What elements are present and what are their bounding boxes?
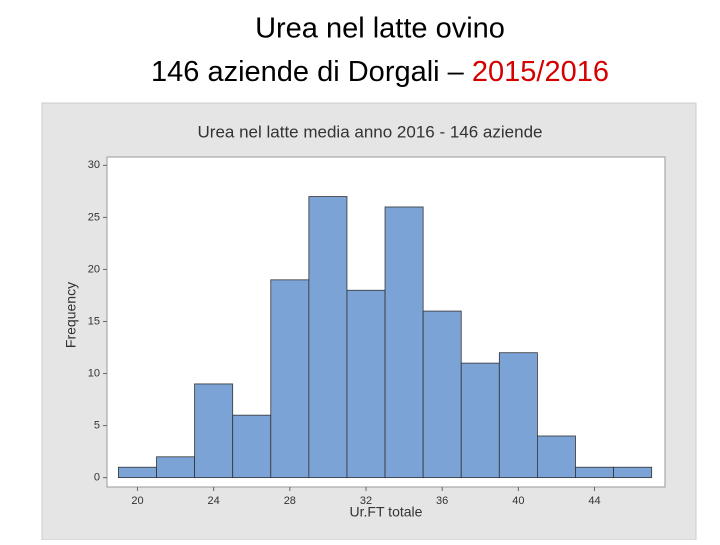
subtitle-highlight: 2015/2016 <box>472 56 609 88</box>
x-tick-label: 36 <box>436 495 448 507</box>
x-tick-label: 44 <box>588 495 600 507</box>
bar <box>270 279 310 479</box>
chart-title: Urea nel latte media anno 2016 - 146 azi… <box>198 122 543 141</box>
y-tick-label: 15 <box>88 315 100 327</box>
bar <box>575 466 614 479</box>
slide-subtitle: 146 aziende di Dorgali – 2015/2016 <box>151 56 609 88</box>
bar <box>232 414 272 479</box>
slide-title: Urea nel latte ovino <box>255 13 505 45</box>
y-tick-label: 5 <box>94 419 100 431</box>
bar <box>384 206 424 479</box>
plot: 0 5 10 15 20 25 30 20 24 28 32 36 40 44 <box>88 159 653 507</box>
bar <box>613 466 653 479</box>
x-axis-label: Ur.FT totale <box>350 504 423 520</box>
x-tick-label: 20 <box>131 495 143 507</box>
y-tick-label: 25 <box>88 211 100 223</box>
x-tick-label: 40 <box>512 495 524 507</box>
x-tick-label: 28 <box>284 495 296 507</box>
bar <box>194 383 234 479</box>
y-tick-label: 30 <box>88 159 100 171</box>
y-tick-label: 0 <box>94 472 100 484</box>
bar <box>346 289 386 479</box>
y-axis-label: Frequency <box>63 282 79 348</box>
bar <box>156 456 196 479</box>
subtitle-text: 146 aziende di Dorgali – <box>151 56 465 88</box>
bar <box>498 352 538 479</box>
y-tick-label: 10 <box>88 367 100 379</box>
bar <box>308 196 348 479</box>
bar <box>118 466 157 479</box>
bar <box>537 435 576 479</box>
x-tick-label: 32 <box>360 495 372 507</box>
bar <box>460 362 500 479</box>
y-tick-label: 20 <box>88 263 100 275</box>
bar <box>422 310 462 479</box>
x-tick-label: 24 <box>208 495 220 507</box>
